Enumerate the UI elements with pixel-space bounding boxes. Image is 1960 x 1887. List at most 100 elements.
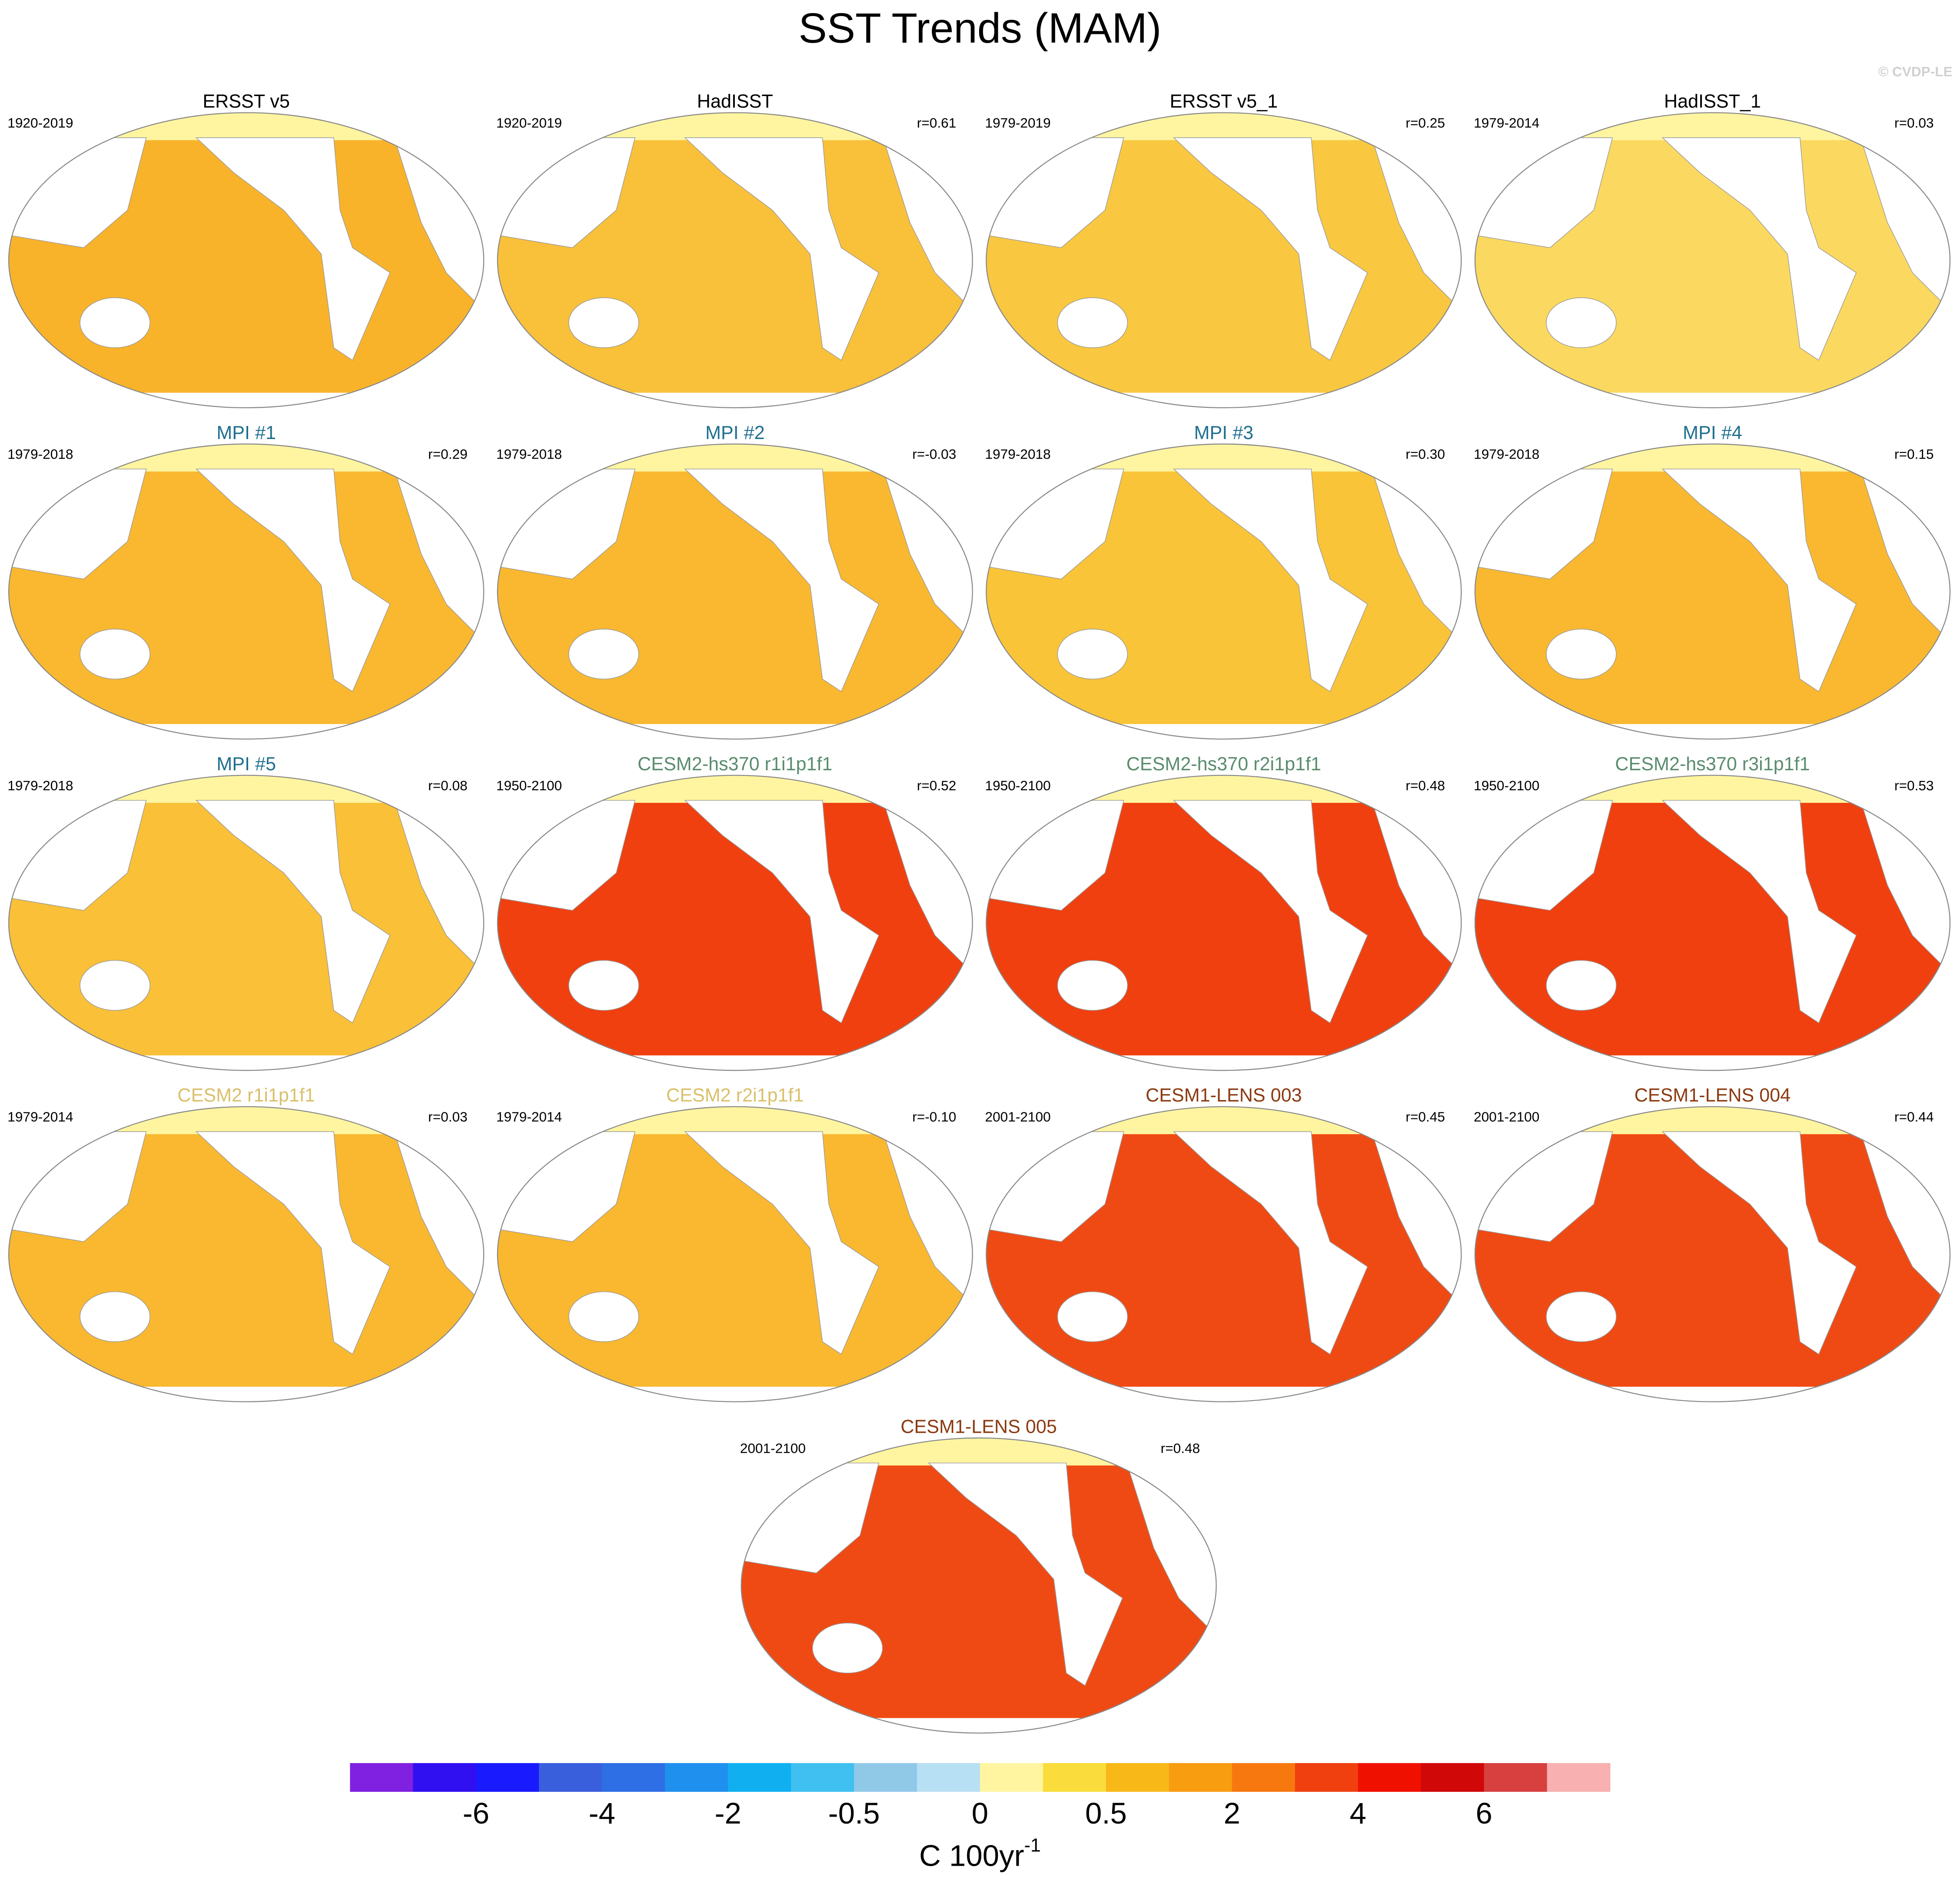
colorbar-box: [728, 1763, 791, 1792]
map-panel: ERSST v5_1 1979-2019 r=0.25: [985, 91, 1462, 409]
panel-period: 1979-2018: [496, 446, 562, 462]
map-panel: CESM2-hs370 r1i1p1f1 1950-2100 r=0.52: [496, 754, 973, 1071]
map-body: [497, 444, 973, 739]
colorbar-box: [1169, 1763, 1232, 1792]
continent: [195, 137, 391, 361]
continent: [1057, 960, 1128, 1011]
panel-correlation: r=0.25: [1405, 115, 1445, 130]
continent: [1057, 297, 1128, 348]
map-panel: HadISST 1920-2019 r=0.61: [496, 91, 973, 409]
arctic: [497, 1106, 973, 1135]
panel-correlation: r=0.44: [1894, 1109, 1934, 1125]
antarctica: [986, 1055, 1462, 1071]
antarctica: [9, 1387, 484, 1402]
unit-exponent: -1: [1024, 1835, 1041, 1856]
colorbar-box: [980, 1763, 1043, 1792]
map-body: [9, 444, 484, 739]
panel-correlation: r=-0.10: [912, 1109, 956, 1125]
continent: [684, 469, 879, 692]
antarctica: [9, 724, 484, 739]
continent: [684, 137, 879, 361]
arctic: [497, 775, 973, 803]
colorbar-box: [791, 1763, 854, 1792]
arctic: [9, 444, 484, 472]
panel-period: 2001-2100: [740, 1440, 806, 1456]
map-body: [9, 113, 484, 408]
panel-correlation: r=0.48: [1161, 1440, 1200, 1456]
arctic: [986, 775, 1462, 803]
continent: [1173, 1131, 1368, 1355]
panel-period: 1979-2018: [7, 446, 73, 462]
continent: [1661, 1131, 1857, 1355]
continent: [568, 960, 639, 1011]
panel-title: MPI #1: [216, 423, 276, 443]
antarctica: [986, 1387, 1462, 1402]
panel-title: CESM2 r1i1p1f1: [177, 1085, 315, 1106]
arctic: [9, 775, 484, 803]
unit-text: C 100yr: [919, 1839, 1024, 1873]
panel-period: 1979-2018: [1474, 446, 1539, 462]
map-panel: MPI #5 1979-2018 r=0.08: [7, 754, 485, 1071]
panel-correlation: r=0.29: [428, 446, 468, 462]
arctic: [986, 113, 1462, 140]
continent: [1173, 137, 1368, 361]
panel-title: CESM2 r2i1p1f1: [666, 1085, 804, 1106]
map-panel: CESM2 r1i1p1f1 1979-2014 r=0.03: [7, 1085, 485, 1402]
panel-period: 1979-2018: [7, 778, 73, 793]
colorbar-box: [476, 1763, 540, 1792]
map-panel: CESM2-hs370 r3i1p1f1 1950-2100 r=0.53: [1474, 754, 1951, 1071]
map-panel: CESM1-LENS 003 2001-2100 r=0.45: [985, 1085, 1462, 1402]
map-outline: [1474, 443, 1951, 740]
antarctica: [741, 1718, 1216, 1733]
map-body: [1475, 444, 1950, 739]
panel-correlation: r=-0.03: [912, 446, 956, 462]
panel-title: CESM2-hs370 r3i1p1f1: [1615, 754, 1810, 775]
continent: [568, 1291, 639, 1342]
panel-correlation: r=0.52: [917, 778, 957, 793]
map-body: [741, 1438, 1216, 1733]
colorbar-box: [1106, 1763, 1169, 1792]
map-panel: CESM2 r2i1p1f1 1979-2014 r=-0.10: [496, 1085, 973, 1402]
antarctica: [986, 724, 1462, 739]
map-panel: MPI #4 1979-2018 r=0.15: [1474, 423, 1951, 740]
colorbar-box: [1547, 1763, 1611, 1792]
panel-period: 1979-2019: [985, 115, 1051, 130]
panel-correlation: r=0.48: [1405, 778, 1445, 793]
panel-correlation: r=0.45: [1405, 1109, 1445, 1125]
panel-correlation: r=0.53: [1894, 778, 1934, 793]
panel-title: ERSST v5: [203, 91, 290, 112]
arctic: [9, 113, 484, 140]
map-body: [1475, 775, 1950, 1071]
colorbar-label: 6: [1476, 1797, 1492, 1830]
panel-title: CESM1-LENS 005: [900, 1416, 1057, 1437]
antarctica: [497, 1387, 973, 1402]
antarctica: [1475, 724, 1950, 739]
panel-title: MPI #3: [1194, 423, 1254, 443]
panel-period: 1920-2019: [496, 115, 562, 130]
continent: [195, 800, 391, 1024]
continent: [195, 1131, 391, 1355]
colorbar-label: 2: [1224, 1797, 1240, 1830]
antarctica: [1475, 1055, 1950, 1071]
panel-title: CESM2-hs370 r1i1p1f1: [638, 754, 832, 775]
colorbar-label: 0: [972, 1797, 988, 1830]
panel-title: HadISST: [697, 91, 773, 112]
antarctica: [9, 393, 484, 408]
arctic: [741, 1438, 1216, 1466]
continent: [1546, 629, 1617, 679]
antarctica: [1475, 393, 1950, 408]
arctic: [1475, 1106, 1950, 1135]
panel-period: 1950-2100: [1474, 778, 1539, 793]
colorbar-box: [854, 1763, 917, 1792]
panel-correlation: r=0.03: [428, 1109, 468, 1125]
continent: [1546, 960, 1617, 1011]
continent: [195, 469, 391, 692]
map-body: [986, 444, 1462, 739]
colorbar-label: 0.5: [1085, 1797, 1127, 1830]
continent: [80, 1291, 150, 1342]
arctic: [1475, 775, 1950, 803]
colorbar-box: [1421, 1763, 1485, 1792]
map-body: [497, 113, 973, 408]
panel-title: ERSST v5_1: [1170, 91, 1278, 112]
